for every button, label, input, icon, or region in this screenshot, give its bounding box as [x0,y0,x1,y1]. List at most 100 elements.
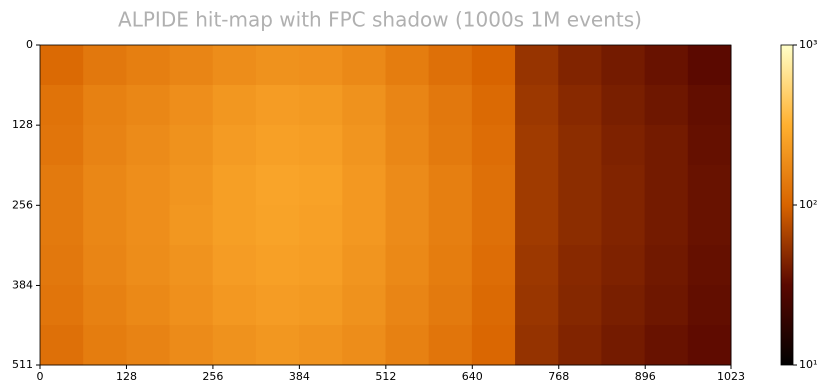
heatmap-cell [472,85,516,126]
colorbar-tick-label: 10² [799,198,817,211]
heatmap-cell [170,285,214,326]
heatmap-cell [558,45,602,86]
heatmap-cell [386,205,430,246]
x-tick-label: 512 [375,370,396,383]
heatmap-cell [515,245,559,286]
heatmap-cell [299,325,343,366]
heatmap-cell [342,285,386,326]
heatmap-cell [601,205,645,246]
heatmap-cell [558,285,602,326]
heatmap-cell [299,125,343,166]
heatmap-cell [342,245,386,286]
heatmap-cell [386,85,430,126]
x-tick-label: 640 [462,370,483,383]
heatmap-cell [213,285,257,326]
heatmap-cell [558,125,602,166]
heatmap-cell [515,325,559,366]
heatmap-cell [83,85,127,126]
heatmap-cell [170,165,214,206]
heatmap-cell [472,325,516,366]
heatmap-cell [601,325,645,366]
x-tick-label: 128 [116,370,137,383]
heatmap-cell [83,165,127,206]
heatmap-cell [429,85,473,126]
heatmap-cell [126,125,170,166]
x-tick-label: 256 [202,370,223,383]
heatmap-cell [688,205,732,246]
heatmap-cell [558,325,602,366]
heatmap-cell [83,245,127,286]
colorbar-tick-label: 10³ [799,38,817,51]
heatmap-cell [645,205,689,246]
heatmap-cell [40,205,84,246]
heatmap-cell [645,165,689,206]
heatmap-cell [472,245,516,286]
x-tick-label: 0 [37,370,44,383]
heatmap-cell [256,165,300,206]
heatmap-cell [558,245,602,286]
heatmap-cell [342,125,386,166]
heatmap-cell [515,125,559,166]
heatmap-cell [213,205,257,246]
heatmap-cell [558,165,602,206]
y-tick-label: 128 [12,118,33,131]
heatmap-cell [645,245,689,286]
heatmap-cell [299,85,343,126]
heatmap-cell [515,165,559,206]
heatmap-cell [213,245,257,286]
heatmap-cell [472,285,516,326]
heatmap-cell [170,45,214,86]
heatmap-cell [299,45,343,86]
heatmap-cell [83,285,127,326]
heatmap-cell [601,165,645,206]
heatmap-cell [429,125,473,166]
heatmap-cell [170,85,214,126]
heatmap-cell [256,45,300,86]
heatmap-cell [342,205,386,246]
heatmap-cell [688,125,732,166]
heatmap-cell [688,285,732,326]
heatmap-cell [40,325,84,366]
heatmap-cell [472,205,516,246]
heatmap-cell [429,45,473,86]
chart-title: ALPIDE hit-map with FPC shadow (1000s 1M… [118,8,642,32]
heatmap-cell [83,325,127,366]
heatmap-cell [386,125,430,166]
heatmap-cell [126,165,170,206]
heatmap-cell [688,245,732,286]
heatmap-cell [256,85,300,126]
heatmap-cell [386,285,430,326]
y-tick-label: 0 [26,38,33,51]
heatmap-cell [126,205,170,246]
heatmap-cell [645,85,689,126]
x-tick-label: 768 [548,370,569,383]
heatmap-cell [688,85,732,126]
heatmap-cell [256,125,300,166]
heatmap-cell [645,45,689,86]
heatmap-cell [170,325,214,366]
heatmap-cell [342,165,386,206]
heatmap-cell [342,45,386,86]
heatmap-cell [515,205,559,246]
heatmap-cell [170,125,214,166]
heatmap-cell [126,245,170,286]
heatmap-cell [558,85,602,126]
heatmap-cell [299,165,343,206]
colorbar-tick-label: 10¹ [799,358,817,371]
heatmap-cell [83,205,127,246]
heatmap-cell [83,125,127,166]
heatmap-cell [558,205,602,246]
heatmap-cell [601,285,645,326]
heatmap-cell [256,245,300,286]
heatmap-cell [429,165,473,206]
colorbar [781,45,793,365]
heatmap-cell [386,165,430,206]
heatmap-cell [213,45,257,86]
y-tick-label: 511 [12,358,33,371]
heatmap-cell [472,125,516,166]
heatmap-cell [601,245,645,286]
heatmap-cell [299,205,343,246]
heatmap-cell [256,285,300,326]
heatmap-cell [386,325,430,366]
heatmap-cell [40,285,84,326]
